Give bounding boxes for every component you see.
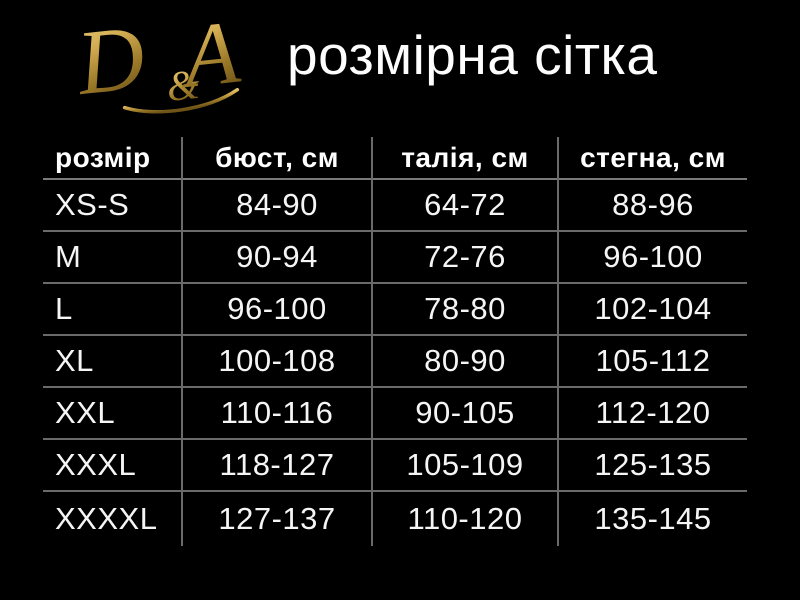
waist-cell: 64-72 — [372, 179, 559, 231]
waist-cell: 110-120 — [372, 491, 559, 546]
brand-logo-d-and-a: D & A — [76, 4, 245, 115]
table-row-xxl: XXL 110-116 90-105 112-120 — [43, 387, 747, 439]
bust-cell: 100-108 — [182, 335, 373, 387]
logo-swash — [122, 87, 240, 114]
page-title: розмірна сітка — [287, 24, 658, 86]
size-cell: XXXL — [43, 439, 183, 491]
waist-cell: 72-76 — [372, 231, 559, 283]
size-cell: XL — [43, 335, 183, 387]
table-row-l: L 96-100 78-80 102-104 — [43, 283, 747, 335]
size-cell: XXL — [43, 387, 183, 439]
logo-ampersand: & — [164, 62, 202, 111]
header-row: розмір бюст, см талія, см стегна, см — [43, 137, 747, 179]
column-header-size: розмір — [43, 137, 183, 179]
hips-cell: 112-120 — [595, 395, 711, 430]
waist-cell: 90-105 — [372, 387, 559, 439]
column-header-waist: талія, см — [372, 137, 559, 179]
hips-cell: 88-96 — [612, 187, 694, 222]
bust-cell: 110-116 — [182, 387, 373, 439]
column-header-bust: бюст, см — [182, 137, 373, 179]
size-cell: XXXXL — [43, 491, 183, 546]
size-chart-table: розмір бюст, см талія, см стегна, см XS-… — [43, 137, 747, 546]
bust-cell: 84-90 — [182, 179, 373, 231]
size-cell: L — [43, 283, 183, 335]
waist-cell: 78-80 — [372, 283, 559, 335]
size-cell: M — [43, 231, 183, 283]
hips-cell: 102-104 — [594, 291, 712, 326]
logo-letter-d: D — [76, 6, 149, 115]
bust-cell: 127-137 — [182, 491, 373, 546]
bust-cell: 118-127 — [182, 439, 373, 491]
table-row-xxxxl: XXXXL 127-137 110-120 135-145 — [43, 491, 747, 546]
hips-cell: 96-100 — [603, 239, 703, 274]
table-row-xl: XL 100-108 80-90 105-112 — [43, 335, 747, 387]
table-row-m: M 90-94 72-76 96-100 — [43, 231, 747, 283]
waist-cell: 80-90 — [372, 335, 559, 387]
hips-cell: 105-112 — [595, 343, 711, 378]
hips-cell: 125-135 — [594, 447, 712, 482]
size-cell: XS-S — [43, 179, 183, 231]
hips-cell: 135-145 — [594, 501, 712, 536]
table-row-xs-s: XS-S 84-90 64-72 88-96 — [43, 179, 747, 231]
bust-cell: 90-94 — [182, 231, 373, 283]
waist-cell: 105-109 — [372, 439, 559, 491]
table-row-xxxl: XXXL 118-127 105-109 125-135 — [43, 439, 747, 491]
column-header-hips: стегна, см — [580, 141, 726, 173]
bust-cell: 96-100 — [182, 283, 373, 335]
